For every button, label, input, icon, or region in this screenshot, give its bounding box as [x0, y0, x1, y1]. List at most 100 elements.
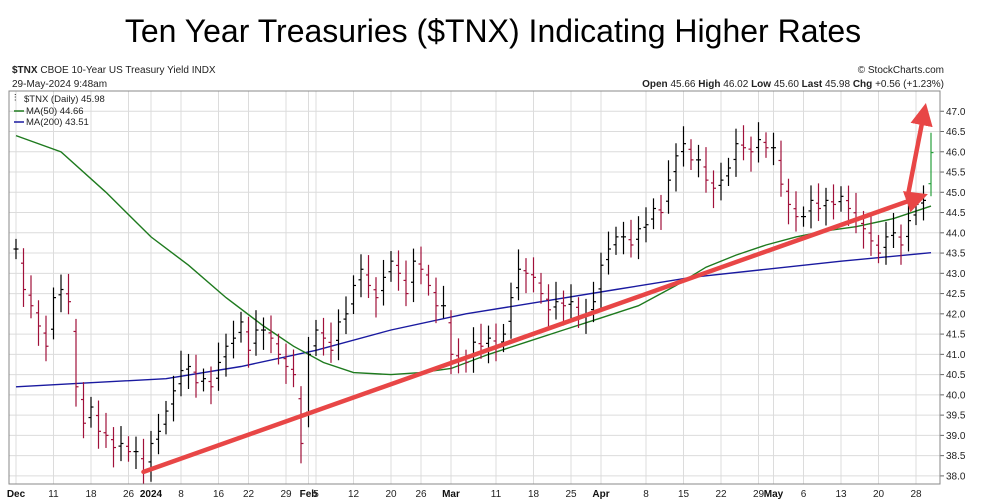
ohlc-bar — [726, 157, 731, 187]
x-tick-label: 26 — [415, 489, 427, 500]
ohlc-bar — [516, 249, 521, 301]
ohlc-bar — [358, 254, 364, 298]
ohlc-bar — [741, 125, 746, 161]
ohlc-bar — [906, 203, 911, 252]
ohlc-bar — [321, 317, 326, 356]
ohlc-bar — [658, 194, 664, 230]
ohlc-bar — [66, 273, 71, 315]
stockcharts-credit: © StockCharts.com — [857, 65, 944, 76]
ohlc-bar — [883, 221, 889, 265]
ohlc-bar — [763, 132, 769, 158]
ohlc-summary: Open 45.66 High 46.02 Low 45.60 Last 45.… — [642, 79, 944, 90]
x-tick-label: 29 — [753, 489, 765, 500]
ohlc-bar — [666, 160, 671, 214]
ohlc-bar — [463, 349, 469, 373]
ohlc-bar — [553, 281, 559, 320]
y-tick-label: 42.0 — [946, 309, 966, 320]
low-value: 45.60 — [773, 79, 799, 90]
x-tick-label: 6 — [801, 489, 807, 500]
ohlc-bar — [118, 426, 124, 462]
ohlc-bar — [928, 132, 934, 197]
high-value: 46.02 — [723, 79, 749, 90]
ohlc-bar — [703, 147, 709, 193]
ohlc-bar — [643, 207, 649, 243]
ohlc-bar — [388, 251, 394, 282]
ohlc-bar — [111, 427, 116, 468]
legend: ⫶ $TNX (Daily) 45.98 MA(50) 44.66 MA(200… — [14, 93, 105, 128]
ohlc-bar — [261, 317, 266, 350]
ohlc-bar — [921, 185, 926, 221]
plot-frame — [8, 90, 941, 485]
x-tick-label: 18 — [85, 489, 97, 500]
y-tick-label: 41.5 — [946, 330, 966, 341]
y-tick-label: 43.5 — [946, 249, 966, 260]
ohlc-bar — [606, 231, 611, 275]
y-tick-label: 41.0 — [946, 350, 966, 361]
ohlc-bar — [328, 322, 334, 363]
x-tick-label: 28 — [910, 489, 922, 500]
ohlc-bar — [876, 235, 881, 264]
ohlc-bar — [96, 400, 101, 449]
x-tick-label: 2024 — [140, 489, 163, 500]
high-label: High — [698, 79, 721, 90]
legend-ma50: MA(50) 44.66 — [26, 106, 84, 117]
ohlc-bar — [381, 259, 386, 306]
ohlc-bar — [231, 320, 236, 359]
x-tick-label: 29 — [280, 489, 292, 500]
y-tick-label: 39.5 — [946, 411, 966, 422]
ohlc-bar — [141, 438, 146, 485]
ohlc-bar — [508, 282, 514, 339]
ohlc-bar — [291, 349, 296, 388]
ohlc-bar — [418, 246, 424, 285]
ohlc-bar — [801, 206, 806, 227]
ohlc-bar — [696, 144, 701, 178]
x-tick-label: Mar — [442, 489, 460, 500]
ohlc-bar — [208, 366, 214, 405]
ohlc-bar — [51, 287, 56, 340]
legend-ma200: MA(200) 43.51 — [26, 117, 89, 128]
ohlc-bar — [13, 238, 19, 260]
x-tick-label: 26 — [123, 489, 135, 500]
open-value: 45.66 — [670, 79, 696, 90]
ohlc-bar — [283, 343, 289, 384]
ohlc-bar — [298, 386, 304, 464]
ohlc-bar — [313, 319, 319, 356]
ohlc-bar — [846, 185, 851, 226]
ohlc-bar — [546, 284, 551, 328]
ohlc-bar — [598, 252, 604, 309]
ohlc-bar — [343, 296, 349, 335]
ohlc-bar — [351, 275, 356, 315]
ohlc-bar — [403, 260, 409, 307]
ohlc-bar — [898, 224, 904, 265]
ohlc-bar — [171, 375, 176, 422]
chart-header-left: $TNX CBOE 10-Year US Treasury Yield INDX — [12, 65, 216, 76]
ma200-line — [15, 252, 932, 388]
ohlc-bar — [178, 350, 184, 397]
x-tick-label: Dec — [7, 489, 26, 500]
x-tick-label: 11 — [48, 489, 59, 500]
ohlc-bar — [253, 310, 259, 356]
legend-price: $TNX (Daily) 45.98 — [24, 94, 105, 105]
ohlc-bar — [786, 178, 791, 225]
y-tick-label: 44.0 — [946, 228, 966, 239]
ohlc-bar — [133, 436, 139, 470]
y-tick-label: 38.5 — [946, 451, 966, 462]
ohlc-bar — [426, 264, 431, 296]
ohlc-bar — [73, 318, 79, 407]
y-tick-label: 45.5 — [946, 168, 966, 179]
x-tick-label: 5 — [313, 489, 319, 500]
x-tick-label: 8 — [178, 489, 184, 500]
ohlc-bar — [831, 184, 836, 220]
ohlc-bar — [868, 215, 874, 256]
ohlc-bar — [576, 297, 581, 329]
x-tick-label: 13 — [835, 489, 847, 500]
ohlc-bar — [336, 309, 341, 361]
x-tick-label: 16 — [213, 489, 225, 500]
y-tick-label: 42.5 — [946, 289, 966, 300]
x-tick-label: 18 — [528, 489, 540, 500]
x-tick-label: 20 — [873, 489, 885, 500]
ohlc-bar — [126, 436, 131, 462]
ohlc-bar — [816, 183, 821, 222]
ohlc-bar — [223, 333, 229, 377]
